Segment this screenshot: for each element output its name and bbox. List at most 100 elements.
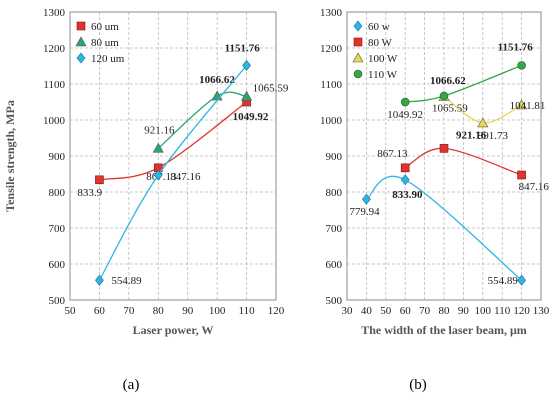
data-label: 921.16: [144, 124, 175, 136]
legend: 60 um 80 um 120 um: [75, 21, 125, 65]
data-point: [517, 61, 526, 70]
data-point: [439, 91, 449, 101]
x-tick-label: 100: [475, 305, 492, 317]
data-label: 921.16: [456, 129, 487, 141]
legend-marker: [352, 52, 364, 63]
data-label: 847.16: [519, 181, 550, 193]
x-tick-label: 50: [65, 305, 77, 317]
x-tick-label: 120: [513, 305, 530, 317]
data-point: [400, 97, 410, 107]
data-point: [152, 142, 164, 153]
y-tick-label: 1100: [320, 79, 342, 91]
x-tick-label: 70: [419, 305, 431, 317]
y-tick-label: 1100: [43, 79, 65, 91]
y-tick-label: 1200: [43, 43, 66, 55]
data-label: 847.16: [170, 171, 201, 183]
x-tick-label: 70: [123, 305, 135, 317]
data-label: 833.90: [392, 189, 423, 201]
series-80-um: 921.16 1066.62 1065.59: [144, 74, 289, 153]
legend-entry: 120 um: [91, 53, 125, 65]
legend-marker: [76, 52, 86, 64]
series-line: [404, 147, 522, 176]
data-point: [477, 117, 489, 128]
chart-panel-b: 30 40 50 60 70 80 90 100 110 120 130 500 600 700 800 90…: [320, 7, 550, 337]
x-axis-label: Laser power, W: [133, 323, 214, 337]
data-point: [517, 170, 526, 180]
data-label: 1065.59: [253, 82, 289, 94]
legend-entry: 110 W: [368, 69, 398, 81]
data-label: 1151.76: [498, 41, 534, 53]
plot-frame: [69, 11, 277, 301]
data-point: [400, 174, 410, 186]
series-line: [99, 101, 247, 181]
data-point: [95, 175, 104, 185]
panel-label: (b): [409, 377, 427, 393]
y-tick-label: 500: [49, 295, 66, 307]
data-label: 1065.59: [432, 102, 468, 114]
data-point: [242, 59, 251, 71]
data-label: 554.89: [111, 275, 142, 287]
data-point: [400, 163, 410, 173]
series-60-um: 833.9 867.13 1049.92: [77, 97, 269, 199]
data-label: 1049.92: [233, 111, 269, 123]
y-tick-label: 900: [49, 151, 66, 163]
x-tick-label: 90: [182, 305, 194, 317]
legend-marker: [353, 69, 363, 79]
legend: 60 w 80 W 100 W 110 W: [352, 20, 398, 81]
series-120-um: 554.89 847.16 1151.76: [95, 42, 260, 287]
x-tick-label: 90: [458, 305, 470, 317]
legend-marker: [76, 21, 86, 31]
y-tick-label: 600: [326, 259, 343, 271]
x-axis-label: The width of the laser beam, μm: [361, 323, 527, 337]
y-axis-label: Tensile strength, MPa: [3, 100, 17, 212]
series-80-w: 867.13 921.16 847.16: [377, 129, 549, 193]
x-tick-label: 110: [239, 305, 256, 317]
x-tick-label: 130: [533, 305, 550, 317]
y-tick-label: 1000: [320, 115, 343, 127]
legend-marker: [75, 36, 87, 47]
panel-label: (a): [123, 377, 140, 393]
series-100-w: 1065.59 991.73 1041.81: [432, 90, 546, 142]
x-tick-label: 80: [439, 305, 451, 317]
data-point: [241, 90, 253, 101]
x-tick-label: 60: [400, 305, 412, 317]
legend-marker: [353, 37, 363, 47]
series-110-w: 1049.92 1066.62 1151.76: [387, 41, 533, 121]
data-label: 1041.81: [510, 100, 546, 112]
data-label: 1049.92: [387, 109, 423, 121]
data-point: [95, 274, 104, 286]
data-label: 1151.76: [225, 42, 261, 54]
x-tick-label: 120: [268, 305, 285, 317]
y-tick-label: 500: [326, 295, 343, 307]
y-tick-label: 1200: [320, 43, 343, 55]
y-tick-label: 800: [326, 187, 343, 199]
y-tick-label: 1300: [43, 7, 66, 19]
y-tick-label: 800: [49, 187, 66, 199]
data-point: [439, 144, 449, 153]
data-label: 867.13: [377, 148, 408, 160]
data-point: [362, 193, 371, 205]
legend-entry: 60 um: [91, 21, 119, 33]
x-tick-label: 60: [94, 305, 106, 317]
series-line: [365, 175, 523, 281]
y-tick-label: 700: [326, 223, 343, 235]
data-label: 779.94: [349, 206, 380, 218]
y-tick-label: 700: [49, 223, 66, 235]
data-point: [153, 169, 163, 181]
data-label: 991.73: [478, 130, 509, 142]
x-tick-label: 100: [209, 305, 226, 317]
plot-frame: [346, 11, 542, 301]
x-tick-label: 30: [342, 305, 354, 317]
x-tick-label: 110: [494, 305, 511, 317]
data-label: 554.89: [488, 275, 519, 287]
data-label: 1066.62: [199, 74, 235, 86]
y-tick-label: 1000: [43, 115, 66, 127]
legend-entry: 80 W: [368, 37, 393, 49]
legend-entry: 80 um: [91, 37, 119, 49]
data-point: [516, 99, 528, 110]
data-label: 833.9: [77, 187, 102, 199]
legend-marker: [353, 20, 363, 32]
data-label: 1066.62: [430, 75, 466, 87]
y-tick-label: 600: [49, 259, 66, 271]
x-tick-label: 50: [380, 305, 392, 317]
